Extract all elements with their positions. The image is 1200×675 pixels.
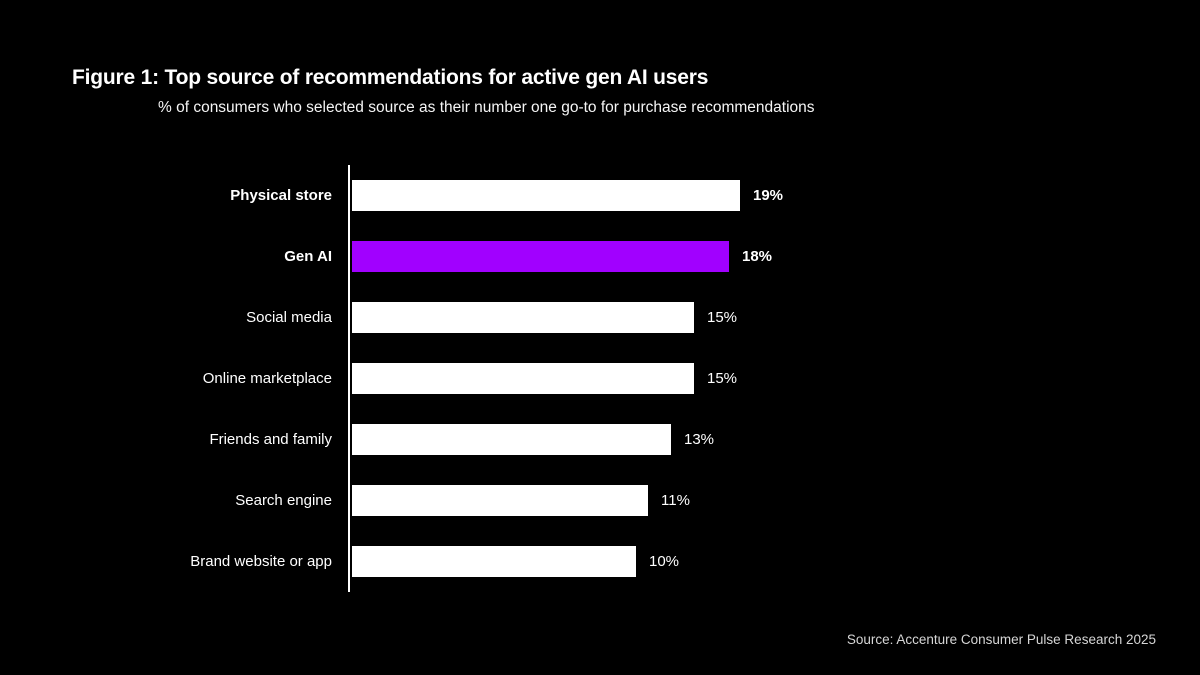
bar-gen-ai [352,241,729,272]
value-label: 10% [649,553,680,570]
value-label: 15% [707,370,738,387]
bar-physical-store [352,180,740,211]
bar-search-engine [352,485,648,516]
value-label: 11% [661,492,690,509]
bar-chart: Physical store 19% Gen AI 18% Social med… [0,165,1200,592]
category-label: Brand website or app [190,553,332,570]
bar-brand-website-or-app [352,546,636,577]
bar-friends-and-family [352,424,671,455]
value-label: 13% [684,431,715,448]
category-label: Physical store [230,187,332,204]
value-label: 19% [753,187,784,204]
source-note: Source: Accenture Consumer Pulse Researc… [846,632,1156,647]
chart-row-physical-store: Physical store 19% [0,165,1200,226]
chart-row-brand-website-or-app: Brand website or app 10% [0,531,1200,592]
y-axis-line [348,165,350,592]
value-label: 15% [707,309,738,326]
chart-row-social-media: Social media 15% [0,287,1200,348]
figure-title: Figure 1: Top source of recommendations … [72,66,709,89]
category-label: Social media [246,309,332,326]
bar-online-marketplace [352,363,694,394]
figure-subtitle: % of consumers who selected source as th… [158,99,815,116]
chart-row-search-engine: Search engine 11% [0,470,1200,531]
category-label: Friends and family [209,431,332,448]
bar-social-media [352,302,694,333]
category-label: Search engine [235,492,332,509]
chart-row-gen-ai: Gen AI 18% [0,226,1200,287]
value-label: 18% [742,248,773,265]
chart-row-friends-and-family: Friends and family 13% [0,409,1200,470]
category-label: Online marketplace [202,370,332,387]
category-label: Gen AI [284,248,332,265]
chart-row-online-marketplace: Online marketplace 15% [0,348,1200,409]
